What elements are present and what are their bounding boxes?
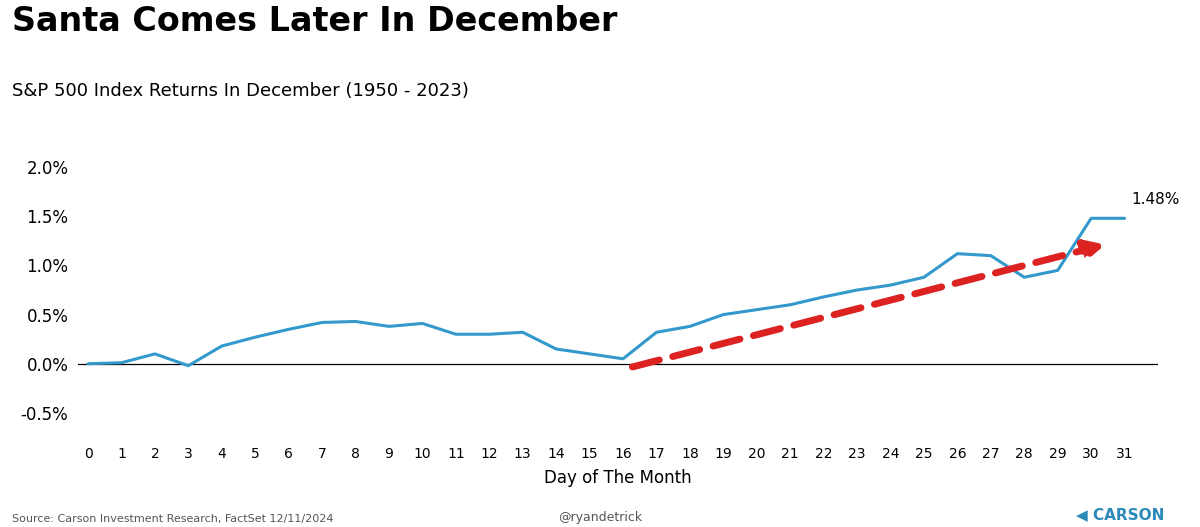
Text: @ryandetrick: @ryandetrick <box>558 511 642 524</box>
Text: ◀ CARSON: ◀ CARSON <box>1075 507 1164 522</box>
Text: 1.48%: 1.48% <box>1132 191 1180 207</box>
Text: S&P 500 Index Returns In December (1950 - 2023): S&P 500 Index Returns In December (1950 … <box>12 82 469 100</box>
X-axis label: Day of The Month: Day of The Month <box>544 470 692 487</box>
Text: Source: Carson Investment Research, FactSet 12/11/2024: Source: Carson Investment Research, Fact… <box>12 514 334 524</box>
Text: Santa Comes Later In December: Santa Comes Later In December <box>12 5 617 38</box>
